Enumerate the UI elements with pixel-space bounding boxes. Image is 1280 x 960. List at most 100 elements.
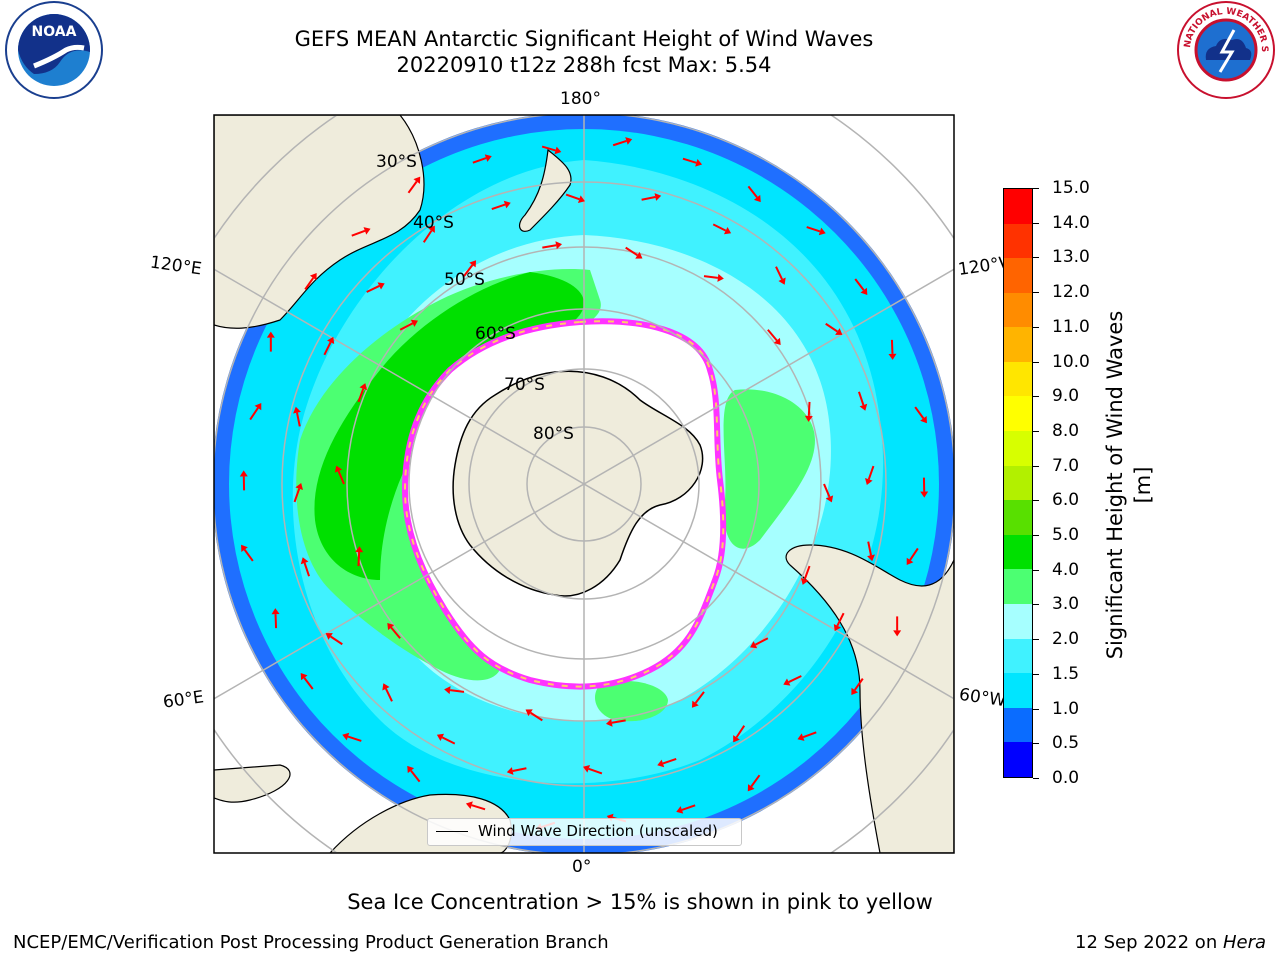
- noaa-logo-text: NOAA: [32, 24, 77, 40]
- colorbar-tick: [1033, 535, 1039, 537]
- colorbar-segment: [1004, 638, 1032, 674]
- wave-arrow-head: [300, 557, 309, 565]
- wave-arrow-shaft: [625, 246, 638, 257]
- wave-arrow-shaft: [293, 488, 301, 503]
- colorbar: [1003, 188, 1033, 778]
- wave-arrow-head: [325, 633, 333, 640]
- wave-arrow-shaft: [612, 139, 627, 147]
- wave-arrow-shaft: [735, 725, 746, 738]
- wave-arrow-head: [428, 225, 435, 233]
- colorbar-tick: [1033, 673, 1039, 675]
- wave-arrow-shaft: [304, 277, 315, 290]
- wave-arrow-shaft: [682, 157, 697, 164]
- map-frame: [213, 114, 955, 854]
- wave-band-5: [314, 272, 584, 580]
- wave-arrow-shaft: [410, 769, 421, 783]
- wave-arrow-head: [377, 282, 385, 290]
- wave-arrow-shaft: [754, 637, 769, 646]
- wave-arrow-head: [835, 328, 843, 335]
- wave-arrow-shaft: [565, 193, 580, 201]
- wave-arrow-shaft: [806, 226, 821, 233]
- wave-arrow-shaft: [588, 767, 603, 775]
- colorbar-tick-label: 1.5: [1052, 663, 1080, 684]
- wave-arrow-head: [750, 641, 758, 649]
- wave-direction-arrows: [239, 137, 929, 831]
- colorbar-tick-label: 1.0: [1052, 698, 1080, 719]
- colorbar-tick: [1033, 222, 1039, 224]
- colorbar-tick-label: 5.0: [1052, 525, 1080, 546]
- wave-arrow-shaft: [788, 675, 802, 683]
- colorbar-segment: [1004, 361, 1032, 397]
- wave-arrow-head: [407, 765, 415, 774]
- wave-arrow-head: [867, 554, 875, 562]
- wave-arrow-head: [804, 415, 813, 422]
- wave-arrow-shaft: [530, 711, 543, 722]
- wave-arrow-head: [833, 623, 841, 632]
- colorbar-tick-label: 2.0: [1052, 629, 1080, 650]
- wave-arrow-head: [342, 732, 350, 741]
- wave-arrow-head: [778, 277, 786, 285]
- colorbar-tick: [1033, 778, 1039, 779]
- colorbar-tick: [1033, 743, 1039, 745]
- sea-ice-note: Sea Ice Concentration > 15% is shown in …: [347, 890, 933, 914]
- wave-arrow-shaft: [775, 266, 783, 280]
- colorbar-tick-label: 11.0: [1052, 316, 1090, 337]
- wave-arrow-head: [851, 687, 859, 696]
- wave-arrow-shaft: [825, 322, 838, 333]
- footer-credit: NCEP/EMC/Verification Post Processing Pr…: [13, 932, 609, 953]
- colorbar-segment: [1004, 534, 1032, 570]
- nws-logo: NATIONAL WEATHER SERVICE: [1176, 0, 1275, 99]
- lat-label-50s: 50°S: [444, 270, 485, 290]
- wave-arrow-shaft: [337, 470, 345, 485]
- wave-arrow-shaft: [330, 635, 343, 646]
- wave-arrow-head: [747, 784, 755, 792]
- wave-arrow-shaft: [541, 145, 556, 152]
- wave-arrow-head: [300, 673, 308, 681]
- wave-arrow-head: [484, 154, 492, 162]
- wave-arrow-head: [555, 241, 563, 250]
- wave-arrow-head: [654, 193, 662, 201]
- wave-arrow-shaft: [750, 774, 761, 788]
- colorbar-tick-label: 15.0: [1052, 178, 1090, 198]
- madagascar-land: [214, 764, 291, 803]
- footer-date-text: 12 Sep 2022 on: [1075, 932, 1223, 953]
- wave-arrow-head: [525, 709, 533, 717]
- wave-arrow-head: [436, 733, 445, 741]
- colorbar-segment: [1004, 569, 1032, 605]
- wave-arrow-shaft: [694, 691, 705, 704]
- colorbar-segment: [1004, 707, 1032, 743]
- wave-arrow-head: [783, 678, 791, 686]
- chart-title: GEFS MEAN Antarctic Significant Height o…: [294, 27, 874, 51]
- colorbar-segment: [1004, 327, 1032, 362]
- colorbar-tick: [1033, 708, 1039, 710]
- wave-arrow-shaft: [854, 278, 865, 291]
- wave-arrow-head: [893, 630, 902, 637]
- colorbar-segment: [1004, 292, 1032, 328]
- colorbar-tick-label: 12.0: [1052, 282, 1090, 303]
- wave-arrow-shaft: [296, 412, 301, 427]
- wave-arrow-shaft: [823, 483, 831, 498]
- wave-arrow-head: [605, 718, 613, 727]
- wave-arrow-shaft: [274, 614, 278, 629]
- colorbar-label: Significant Height of Wind Waves [m]: [1103, 310, 1155, 660]
- wave-arrow-shaft: [712, 223, 727, 232]
- wave-arrow-head: [797, 733, 805, 741]
- wave-arrow-shaft: [357, 552, 361, 567]
- australia-land: [214, 115, 425, 329]
- wave-arrow-head: [691, 700, 699, 708]
- wave-arrow-head: [506, 767, 514, 775]
- chart-subtitle: 20220910 t12z 288h fcst Max: 5.54: [396, 53, 772, 77]
- wave-arrow-shaft: [853, 678, 864, 691]
- legend-label: Wind Wave Direction (unscaled): [478, 822, 718, 840]
- colorbar-tick-label: 4.0: [1052, 559, 1080, 580]
- colorbar-segment: [1004, 673, 1032, 708]
- lat-label-60s: 60°S: [475, 324, 516, 344]
- colorbar-tick-label: 3.0: [1052, 594, 1080, 615]
- wave-arrow-head: [363, 227, 371, 235]
- wave-arrow-head: [554, 146, 562, 155]
- wave-arrow-shaft: [366, 285, 380, 293]
- colorbar-tick-label: 9.0: [1052, 386, 1080, 407]
- colorbar-segment: [1004, 396, 1032, 432]
- wave-arrow-head: [503, 200, 511, 209]
